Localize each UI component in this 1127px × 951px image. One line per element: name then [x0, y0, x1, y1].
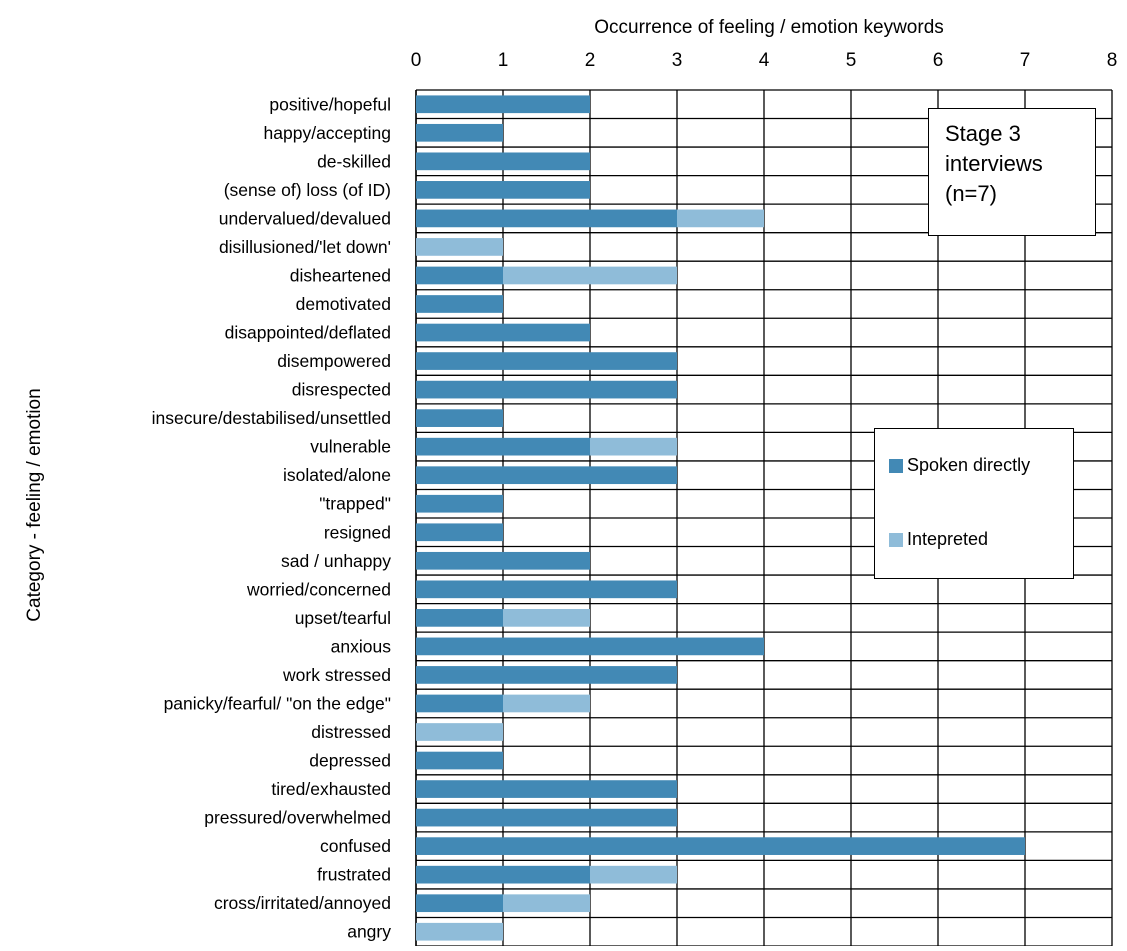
bar-layer: [416, 95, 1025, 941]
bar-interpreted: [503, 894, 590, 913]
category-label: tired/exhausted: [271, 779, 391, 799]
category-label: work stressed: [282, 665, 391, 685]
y-axis-title: Category - feeling / emotion: [24, 388, 45, 621]
annotation-line: Stage 3: [945, 121, 1021, 146]
category-label: positive/hopeful: [269, 94, 391, 114]
bar-spoken-directly: [416, 323, 590, 342]
bar-spoken-directly: [416, 609, 503, 627]
category-label: worried/concerned: [246, 579, 391, 599]
x-tick-label: 8: [1107, 50, 1118, 71]
category-label: de-skilled: [317, 151, 391, 171]
x-tick-label: 3: [672, 50, 683, 71]
category-label: (sense of) loss (of ID): [224, 180, 391, 200]
x-tick-label: 0: [411, 50, 422, 71]
category-label: pressured/overwhelmed: [204, 808, 391, 828]
legend-swatch-interpreted: [889, 532, 903, 547]
bar-spoken-directly: [416, 694, 503, 713]
bar-interpreted: [503, 694, 590, 713]
category-label: undervalued/devalued: [219, 208, 391, 228]
x-tick-label: 6: [933, 50, 944, 71]
category-label: vulnerable: [310, 437, 391, 457]
x-axis-title: Occurrence of feeling / emotion keywords: [594, 17, 944, 38]
category-label: sad / unhappy: [281, 551, 391, 571]
bar-spoken-directly: [416, 209, 677, 228]
bar-spoken-directly: [416, 380, 677, 399]
label-layer: 0 1 2 3 4 5 6 7 8 positive/hopeful happy/accepting…: [152, 50, 1118, 942]
x-tick-label: 2: [585, 50, 596, 71]
x-tick-label: 7: [1020, 50, 1031, 71]
bar-spoken-directly: [416, 295, 503, 313]
bar-spoken-directly: [416, 865, 590, 884]
category-label: disempowered: [277, 351, 391, 371]
bar-interpreted: [590, 865, 677, 884]
category-label: anxious: [331, 636, 392, 656]
category-label: panicky/fearful/ "on the edge": [164, 693, 391, 713]
legend-item-interpreted: Intepreted: [889, 529, 988, 550]
bar-interpreted: [416, 723, 503, 741]
legend-swatch-spoken: [889, 458, 903, 473]
bar-spoken-directly: [416, 95, 590, 114]
bar-spoken-directly: [416, 666, 677, 684]
bar-spoken-directly: [416, 751, 503, 770]
x-tick-label: 4: [759, 50, 770, 71]
category-label: disappointed/deflated: [225, 323, 391, 343]
category-label: angry: [347, 922, 391, 942]
annotation-line: (n=7): [945, 181, 997, 206]
bar-spoken-directly: [416, 352, 677, 370]
bar-spoken-directly: [416, 637, 764, 656]
legend: Spoken directly Intepreted: [874, 428, 1074, 579]
category-label: happy/accepting: [264, 123, 391, 143]
category-label: "trapped": [319, 494, 391, 514]
annotation-line: interviews: [945, 151, 1043, 176]
x-tick-label: 1: [498, 50, 509, 71]
category-label: frustrated: [317, 865, 391, 885]
bar-spoken-directly: [416, 837, 1025, 855]
category-label: confused: [320, 836, 391, 856]
legend-item-spoken: Spoken directly: [889, 455, 1030, 476]
category-label: insecure/destabilised/unsettled: [152, 408, 391, 428]
bar-spoken-directly: [416, 466, 677, 485]
bar-interpreted: [677, 209, 764, 228]
bar-spoken-directly: [416, 523, 503, 542]
category-label: cross/irritated/annoyed: [214, 893, 391, 913]
bar-spoken-directly: [416, 266, 503, 285]
bar-spoken-directly: [416, 494, 503, 513]
annotation-box: Stage 3 interviews (n=7): [928, 108, 1096, 236]
bar-interpreted: [503, 609, 590, 627]
category-label: resigned: [324, 522, 391, 542]
bar-spoken-directly: [416, 894, 503, 913]
category-label: disillusioned/'let down': [219, 237, 391, 257]
category-label: depressed: [309, 751, 391, 771]
bar-spoken-directly: [416, 409, 503, 427]
legend-label-interpreted: Intepreted: [907, 529, 989, 549]
bar-spoken-directly: [416, 437, 590, 456]
x-tick-label: 5: [846, 50, 857, 71]
bar-spoken-directly: [416, 152, 590, 171]
bar-interpreted: [416, 922, 503, 941]
legend-label-spoken: Spoken directly: [907, 455, 1031, 475]
bar-spoken-directly: [416, 551, 590, 570]
category-label: demotivated: [296, 294, 391, 314]
bar-interpreted: [416, 238, 503, 256]
category-label: disrespected: [292, 380, 391, 400]
bar-spoken-directly: [416, 580, 677, 599]
category-label: disheartened: [290, 265, 391, 285]
bar-spoken-directly: [416, 181, 590, 199]
bar-interpreted: [503, 266, 677, 285]
bar-spoken-directly: [416, 123, 503, 142]
category-label: upset/tearful: [295, 608, 391, 628]
bar-spoken-directly: [416, 808, 677, 827]
category-label: isolated/alone: [283, 465, 391, 485]
bar-interpreted: [590, 437, 677, 456]
category-label: distressed: [311, 722, 391, 742]
bar-spoken-directly: [416, 780, 677, 798]
